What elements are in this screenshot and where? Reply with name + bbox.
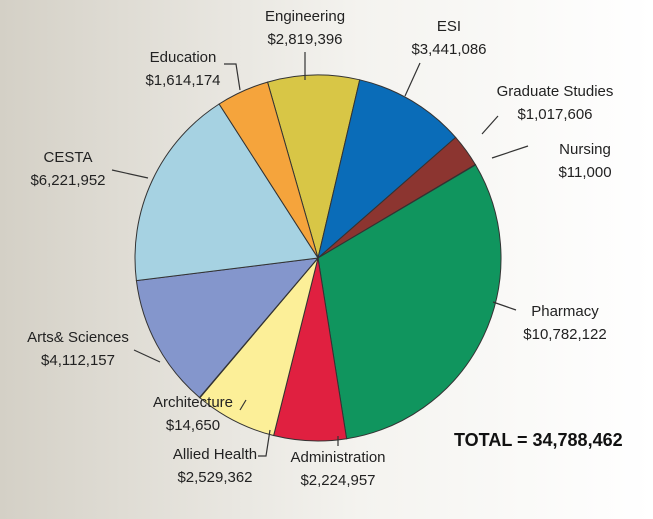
value-label: $14,650 bbox=[166, 417, 220, 434]
total: TOTAL = 34,788,462 bbox=[454, 430, 623, 450]
value-label: $3,441,086 bbox=[411, 41, 486, 58]
value-label: $1,614,174 bbox=[145, 72, 220, 89]
slice-label: Allied Health bbox=[173, 446, 257, 463]
slice-label: Nursing bbox=[559, 141, 611, 158]
slice-label: ESI bbox=[437, 18, 461, 35]
value-label: $4,112,157 bbox=[41, 352, 115, 369]
slice bbox=[135, 257, 320, 399]
slice bbox=[134, 103, 319, 282]
leader-line bbox=[224, 63, 241, 91]
value-label: $2,819,396 bbox=[267, 31, 342, 48]
slice-label: Architecture bbox=[153, 394, 233, 411]
leader-line bbox=[492, 301, 517, 311]
slice-label: Engineering bbox=[265, 8, 345, 25]
leader-line bbox=[481, 115, 499, 135]
value-label: $11,000 bbox=[558, 164, 611, 181]
slice-label: Education bbox=[150, 49, 217, 66]
value-label: $1,017,606 bbox=[517, 106, 592, 123]
slice-label: CESTA bbox=[44, 149, 93, 166]
leader-line bbox=[111, 169, 149, 179]
value-label: $6,221,952 bbox=[30, 172, 105, 189]
slice-label: Arts& Sciences bbox=[27, 329, 129, 346]
leader-line bbox=[133, 349, 161, 363]
leader-line bbox=[491, 145, 529, 159]
slice-label: Graduate Studies bbox=[497, 83, 614, 100]
leader-line bbox=[404, 62, 421, 97]
slice bbox=[317, 79, 457, 260]
slice bbox=[218, 81, 319, 259]
value-label: $2,224,957 bbox=[300, 472, 375, 489]
slice bbox=[317, 164, 502, 440]
pie bbox=[134, 74, 502, 442]
leader-line bbox=[239, 399, 247, 411]
slice-label: Pharmacy bbox=[531, 303, 599, 320]
slice bbox=[266, 74, 361, 260]
labels: Engineering $2,819,396 ESI $3,441,086 Gradua… bbox=[27, 8, 613, 489]
leader-line bbox=[258, 429, 271, 457]
slice-label: Administration bbox=[290, 449, 385, 466]
value-label: $10,782,122 bbox=[523, 326, 606, 343]
value-label: $2,529,362 bbox=[177, 469, 252, 486]
